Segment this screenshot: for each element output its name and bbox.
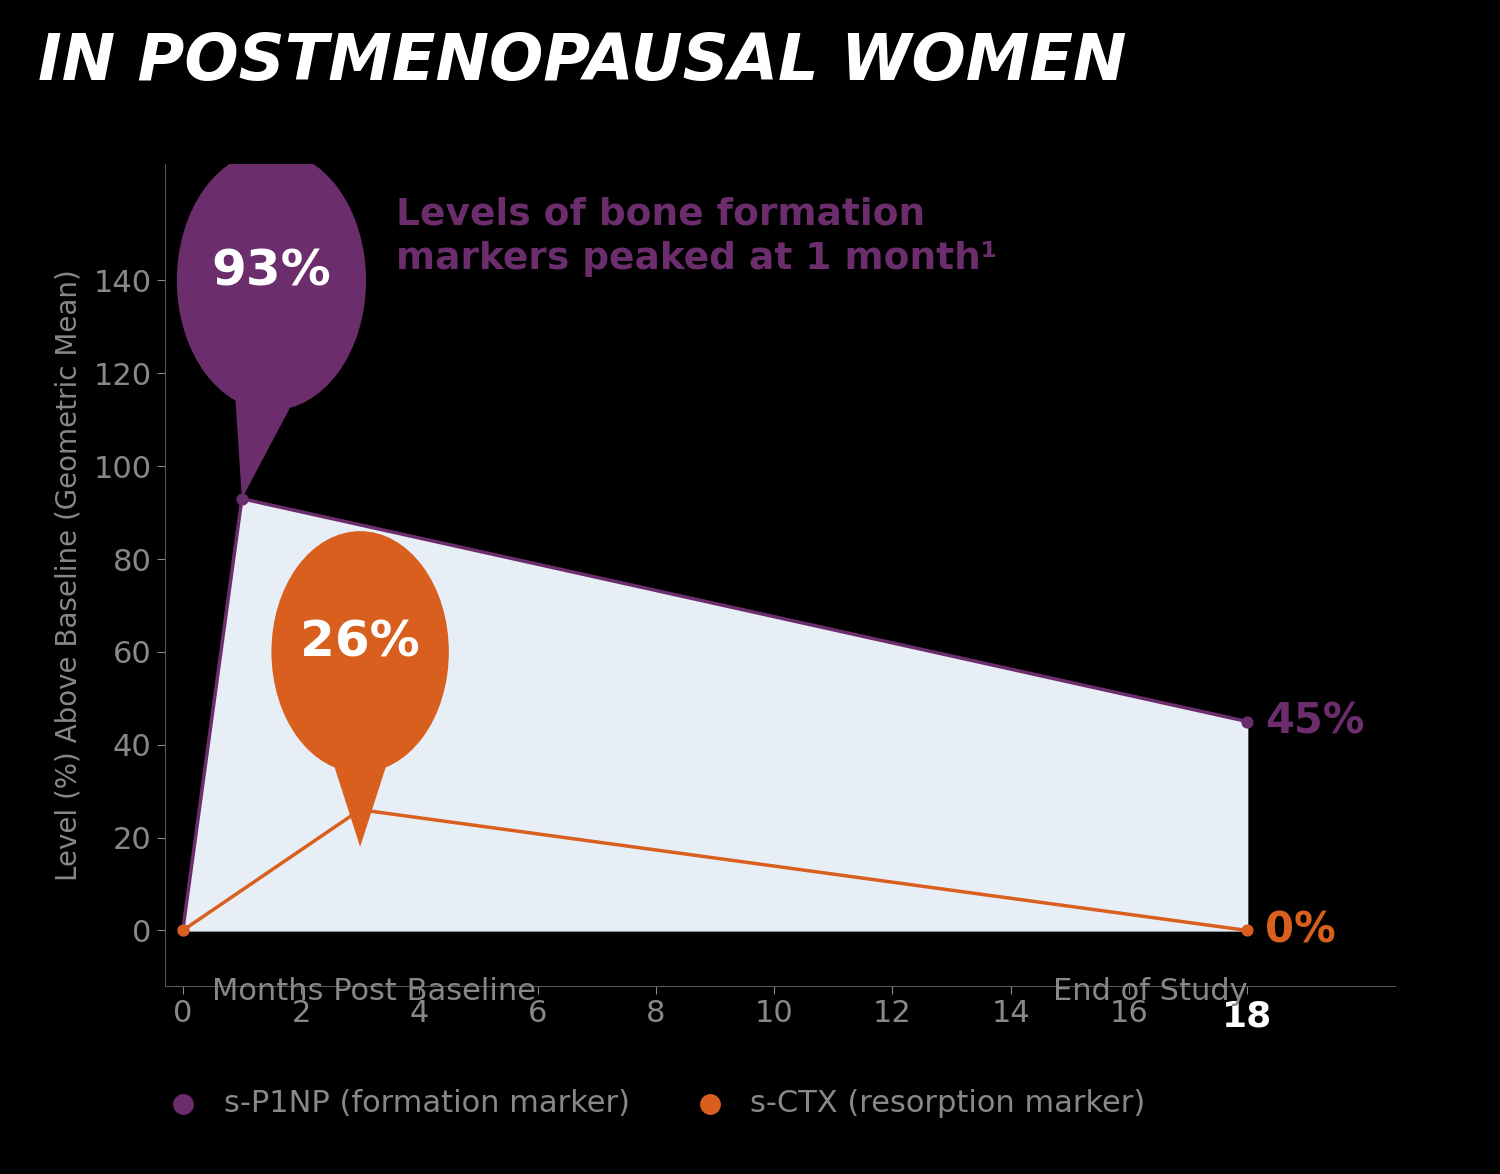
Text: Months Post Baseline: Months Post Baseline xyxy=(213,977,537,1006)
Point xyxy=(348,801,372,819)
Text: 45%: 45% xyxy=(1264,701,1365,742)
Point xyxy=(171,922,195,940)
Polygon shape xyxy=(234,371,309,499)
Text: 0%: 0% xyxy=(1264,910,1335,951)
Point xyxy=(1234,922,1258,940)
Text: Levels of bone formation
markers peaked at 1 month¹: Levels of bone formation markers peaked … xyxy=(396,197,998,277)
Point xyxy=(1234,713,1258,731)
Point xyxy=(230,490,254,508)
Y-axis label: Level (%) Above Baseline (Geometric Mean): Level (%) Above Baseline (Geometric Mean… xyxy=(54,269,82,882)
Text: s-P1NP (formation marker): s-P1NP (formation marker) xyxy=(224,1089,630,1118)
Text: End of Study: End of Study xyxy=(1053,977,1246,1006)
Text: 26%: 26% xyxy=(300,619,420,667)
Ellipse shape xyxy=(272,531,448,772)
Ellipse shape xyxy=(177,150,366,411)
Text: s-CTX (resorption marker): s-CTX (resorption marker) xyxy=(750,1089,1146,1118)
Text: IN POSTMENOPAUSAL WOMEN: IN POSTMENOPAUSAL WOMEN xyxy=(38,31,1126,93)
Point xyxy=(171,922,195,940)
Polygon shape xyxy=(324,736,396,846)
Text: 93%: 93% xyxy=(211,248,332,295)
